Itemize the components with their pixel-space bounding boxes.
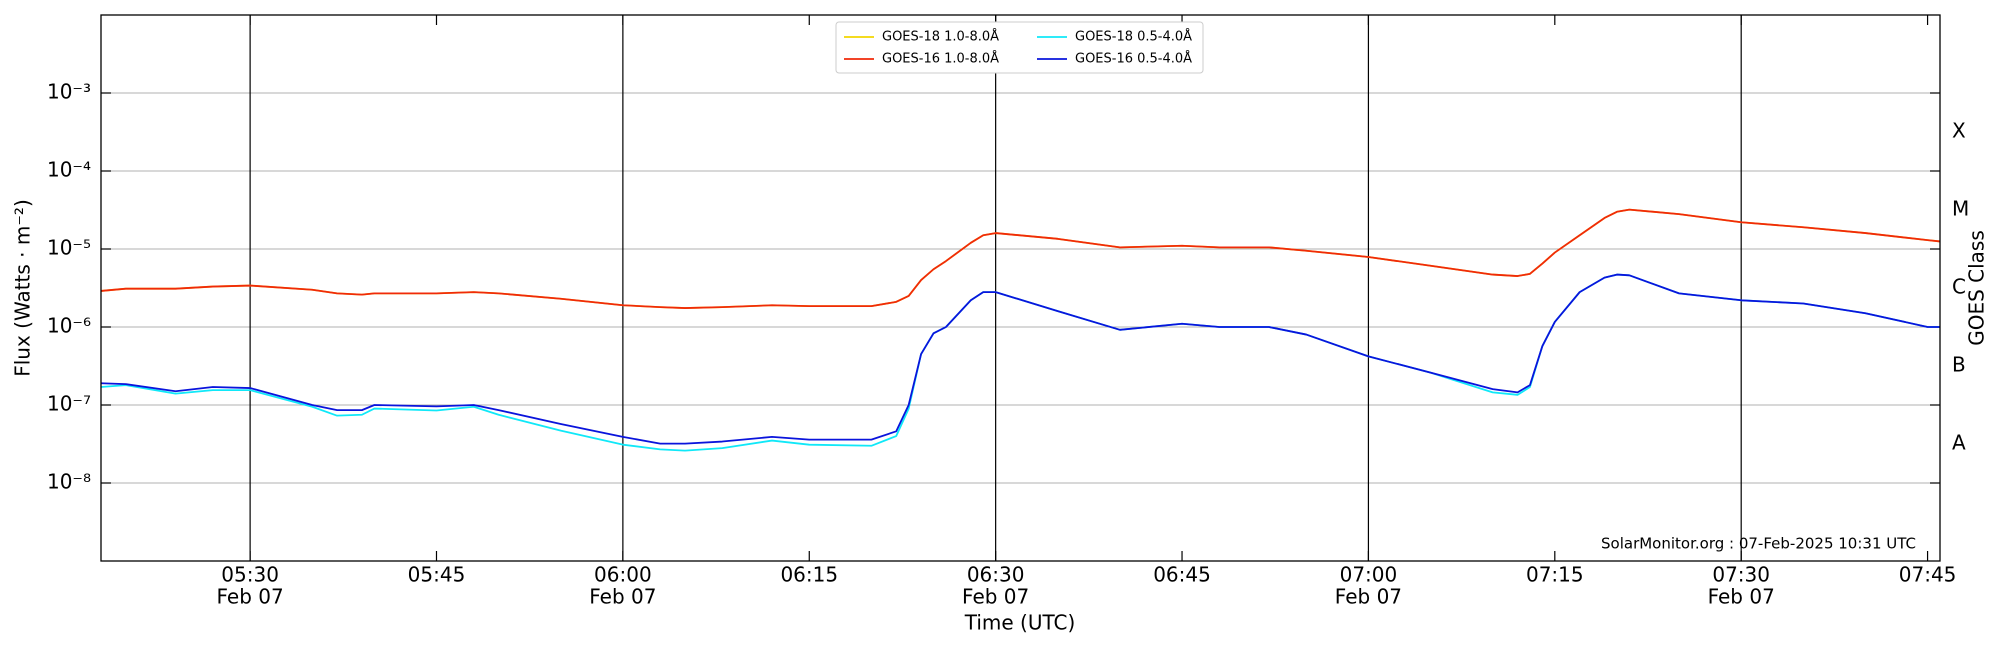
y-tick-label: 10⁻⁴ [47,158,91,182]
annotation: SolarMonitor.org : 07-Feb-2025 10:31 UTC [1601,535,1916,553]
legend-label: GOES-16 0.5-4.0Å [1075,51,1192,67]
y-tick-label: 10⁻³ [47,80,91,104]
x-tick-label: 07:15 [1526,563,1584,587]
x-tick-label: 06:00 [594,563,652,587]
x-tick-label: 05:45 [408,563,466,587]
y2-tick-label: C [1952,275,1966,299]
y2-tick-label: B [1952,353,1966,377]
x-tick-date: Feb 07 [1335,585,1402,609]
y-tick-label: 10⁻⁶ [47,314,91,338]
x-tick-date: Feb 07 [216,585,283,609]
x-tick-label: 05:30 [221,563,279,587]
legend-label: GOES-16 1.0-8.0Å [882,51,999,67]
y-axis-label: Flux (Watts · m⁻²) [11,199,35,377]
x-axis-label: Time (UTC) [964,611,1076,635]
x-tick-date: Feb 07 [589,585,656,609]
x-tick-label: 07:45 [1899,563,1957,587]
y-tick-label: 10⁻⁵ [47,236,91,260]
x-tick-label: 06:30 [967,563,1025,587]
series-line [100,273,1940,445]
x-tick-label: 07:00 [1340,563,1398,587]
legend-label: GOES-18 1.0-8.0Å [882,29,999,45]
plot-frame [100,14,1941,562]
legend-box [835,21,1204,74]
y-tick-label: 10⁻⁸ [47,470,91,494]
y2-tick-label: A [1952,431,1966,455]
series-line [100,208,1941,309]
x-tick-label: 06:15 [780,563,838,587]
x-tick-label: 06:45 [1153,563,1211,587]
y2-tick-label: X [1952,119,1966,143]
y2-axis-label: GOES Class [1965,230,1989,346]
legend-label: GOES-18 0.5-4.0Å [1075,29,1192,45]
x-tick-label: 07:30 [1712,563,1770,587]
y2-tick-label: M [1952,197,1969,221]
x-tick-date: Feb 07 [1708,585,1775,609]
y-tick-label: 10⁻⁷ [47,392,91,416]
x-tick-date: Feb 07 [962,585,1029,609]
